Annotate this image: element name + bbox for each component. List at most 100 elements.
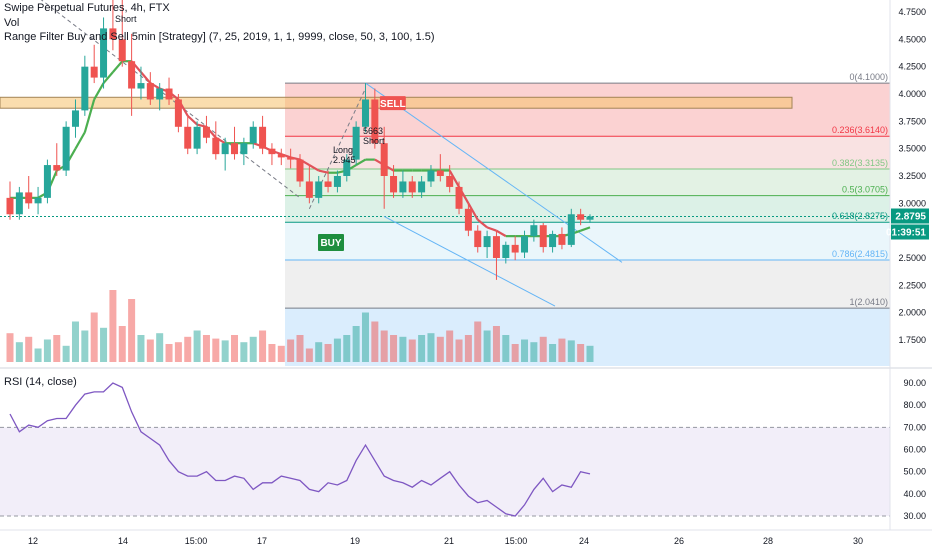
- candle[interactable]: [109, 28, 117, 40]
- strategy-legend[interactable]: Range Filter Buy and Sell 5min [Strategy…: [4, 31, 435, 43]
- volume-bar: [240, 342, 248, 362]
- candle[interactable]: [567, 214, 575, 245]
- candle[interactable]: [15, 192, 23, 215]
- candle[interactable]: [361, 99, 369, 127]
- candle[interactable]: [521, 236, 529, 253]
- candle[interactable]: [390, 176, 398, 193]
- volume-bar: [390, 335, 398, 362]
- volume-bar: [156, 333, 164, 362]
- candle[interactable]: [399, 181, 407, 193]
- channel-line-upper[interactable]: [365, 82, 623, 263]
- volume-bar: [380, 330, 388, 362]
- candle[interactable]: [202, 126, 210, 138]
- candle[interactable]: [43, 165, 51, 198]
- candle[interactable]: [549, 233, 557, 248]
- candle[interactable]: [287, 157, 295, 160]
- countdown-tag[interactable]: [891, 224, 929, 240]
- candle[interactable]: [558, 233, 566, 245]
- price-axis[interactable]: 4.7500 4.5000 4.2500 4.0000 3.7500 3.5000 3.25…: [886, 0, 929, 530]
- candle[interactable]: [240, 143, 248, 155]
- volume-bar: [549, 344, 557, 362]
- range-filter-segment: [93, 82, 105, 101]
- candle[interactable]: [427, 170, 435, 182]
- volume-legend[interactable]: Vol: [4, 17, 20, 29]
- volume-bar: [333, 338, 341, 362]
- rsi-axis[interactable]: 90.00 80.00 70.00 60.00 50.00 40.00 30.00: [903, 378, 926, 521]
- candle[interactable]: [90, 66, 98, 78]
- dashed-trendline[interactable]: [29, 0, 301, 199]
- current-price-tag[interactable]: [891, 208, 929, 224]
- candle[interactable]: [184, 126, 192, 149]
- candle[interactable]: [53, 165, 61, 171]
- candle[interactable]: [371, 99, 379, 144]
- candle[interactable]: [446, 176, 454, 187]
- time-tick: 19: [350, 536, 360, 546]
- candle[interactable]: [6, 197, 14, 215]
- candle[interactable]: [165, 88, 173, 100]
- price-pane[interactable]: 0(4.1000) 0.236(3.6140) 0.382(3.3135) 0.5(3…: [0, 0, 890, 366]
- candle[interactable]: [296, 159, 304, 182]
- candle[interactable]: [34, 197, 42, 204]
- volume-bar: [483, 330, 491, 362]
- candle[interactable]: [193, 126, 201, 149]
- candle[interactable]: [492, 236, 500, 258]
- candle[interactable]: [333, 176, 341, 187]
- candle[interactable]: [586, 216, 594, 220]
- candle[interactable]: [25, 192, 33, 204]
- candle[interactable]: [231, 143, 239, 155]
- candle[interactable]: [408, 181, 416, 193]
- candle[interactable]: [146, 83, 154, 100]
- candle[interactable]: [128, 61, 136, 89]
- candle[interactable]: [212, 137, 220, 155]
- volume-bar: [455, 339, 463, 362]
- candle[interactable]: [352, 126, 360, 160]
- candle[interactable]: [156, 88, 164, 100]
- candle[interactable]: [474, 230, 482, 248]
- candle[interactable]: [118, 39, 126, 62]
- candle[interactable]: [324, 181, 332, 187]
- candle[interactable]: [81, 66, 89, 111]
- rsi-legend[interactable]: RSI (14, close): [4, 376, 77, 388]
- volume-bar: [71, 321, 79, 362]
- candle[interactable]: [577, 214, 585, 220]
- candle[interactable]: [511, 244, 519, 253]
- candle[interactable]: [530, 225, 538, 237]
- rsi-pane[interactable]: [0, 382, 890, 517]
- candle[interactable]: [539, 225, 547, 248]
- buy-signal-tag[interactable]: [318, 234, 344, 251]
- candle[interactable]: [455, 186, 463, 209]
- rsi-tick: 30.00: [903, 511, 926, 521]
- candle[interactable]: [502, 244, 510, 258]
- price-tick: 3.0000: [898, 198, 926, 208]
- candle[interactable]: [380, 143, 388, 176]
- volume-bar: [399, 336, 407, 362]
- candle[interactable]: [174, 99, 182, 127]
- candle[interactable]: [464, 208, 472, 231]
- candle[interactable]: [436, 170, 444, 176]
- price-tick: 4.5000: [898, 34, 926, 44]
- channel-line-lower[interactable]: [383, 216, 556, 307]
- candle[interactable]: [418, 181, 426, 193]
- candle[interactable]: [268, 148, 276, 155]
- rsi-tick: 50.00: [903, 467, 926, 477]
- candle[interactable]: [305, 181, 313, 198]
- range-filter-segment: [186, 115, 198, 126]
- candle[interactable]: [259, 126, 267, 149]
- candle[interactable]: [315, 181, 323, 198]
- candle[interactable]: [137, 83, 145, 89]
- candle[interactable]: [221, 143, 229, 155]
- rsi-line[interactable]: [9, 382, 591, 517]
- candle[interactable]: [343, 159, 351, 176]
- fib-level-label: 0.382(3.3135): [832, 158, 888, 168]
- time-axis[interactable]: 12 14 15:00 17 19 21 15:00 24 26 28 30: [0, 529, 932, 546]
- volume-bar: [324, 344, 332, 362]
- candle[interactable]: [100, 28, 108, 78]
- candle[interactable]: [62, 126, 70, 171]
- candle[interactable]: [277, 154, 285, 158]
- sell-signal-tag[interactable]: [379, 96, 406, 111]
- candle[interactable]: [483, 236, 491, 248]
- symbol-title[interactable]: Swipe Perpetual Futures, 4h, FTX: [4, 2, 170, 14]
- candle[interactable]: [71, 110, 79, 127]
- candle[interactable]: [249, 126, 257, 144]
